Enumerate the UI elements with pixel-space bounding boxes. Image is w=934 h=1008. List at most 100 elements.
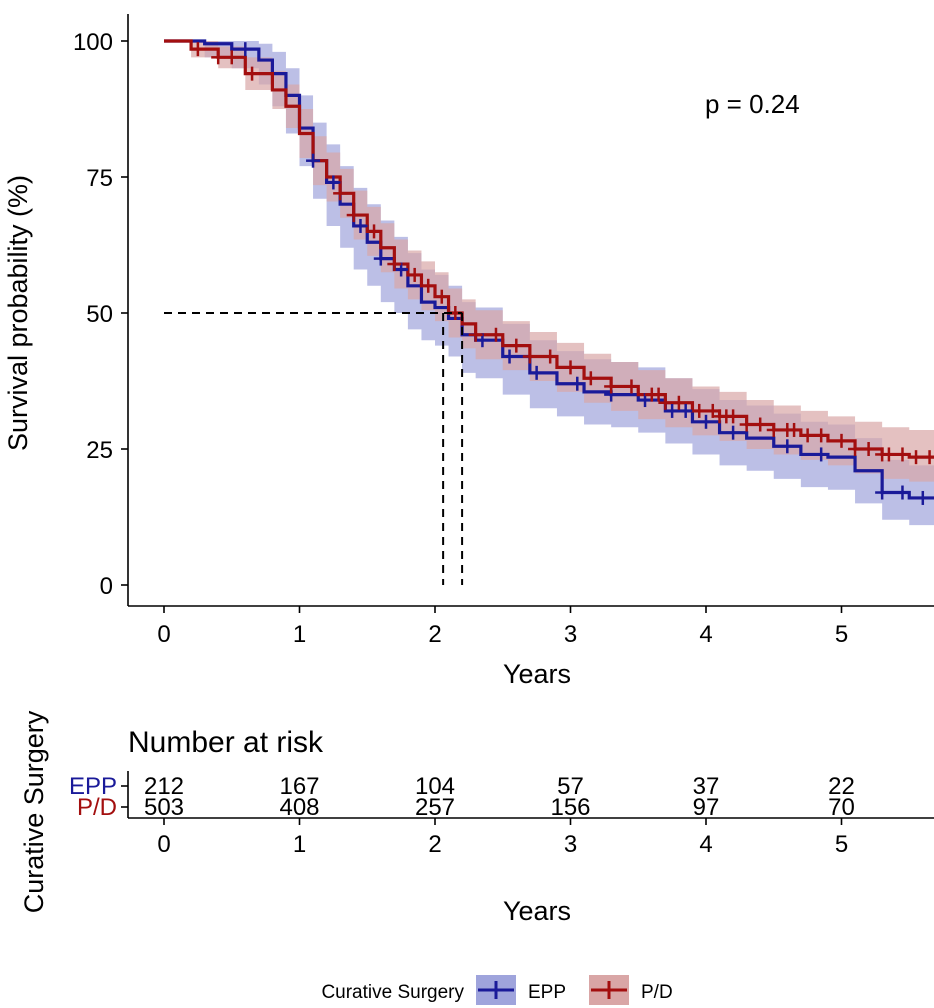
censor-mark-epp bbox=[502, 349, 517, 364]
risk-row-label-epp: EPP bbox=[69, 773, 117, 800]
legend-item-pd: P/D bbox=[589, 975, 673, 1005]
censor-mark-pd bbox=[895, 447, 910, 462]
censor-mark-epp bbox=[373, 251, 388, 266]
risk-count-pd: 503 bbox=[144, 794, 184, 821]
censor-mark-pd bbox=[346, 208, 361, 223]
censor-mark-pd bbox=[543, 349, 558, 364]
legend-label-epp: EPP bbox=[528, 982, 566, 1003]
censor-mark-epp bbox=[570, 376, 585, 391]
censor-mark-pd bbox=[929, 455, 934, 459]
censor-mark-epp bbox=[306, 153, 321, 168]
risk-x-tick-label: 0 bbox=[157, 831, 170, 858]
x-axis-title: Years bbox=[503, 659, 571, 689]
y-axis-title: Survival probability (%) bbox=[3, 175, 33, 451]
censor-mark-pd bbox=[421, 278, 436, 293]
censor-mark-pd bbox=[861, 442, 876, 456]
censor-mark-epp bbox=[875, 485, 890, 500]
censor-mark-pd bbox=[468, 327, 483, 342]
risk-x-tick-label: 3 bbox=[564, 831, 577, 858]
censor-marks bbox=[190, 42, 934, 505]
censor-mark-pd bbox=[563, 360, 578, 375]
censor-mark-pd bbox=[787, 422, 802, 437]
x-tick-label: 5 bbox=[835, 621, 848, 648]
risk-table-rows: EPP 212 167 104 57 37 22 P/D 503 408 257 156 97 70 bbox=[69, 773, 855, 821]
censor-mark-epp bbox=[665, 403, 680, 418]
censor-mark-epp bbox=[353, 218, 368, 233]
risk-table-y-title: Curative Surgery bbox=[19, 710, 49, 913]
censor-mark-pd bbox=[800, 428, 815, 443]
x-tick-label: 1 bbox=[293, 621, 306, 648]
risk-count-pd: 97 bbox=[693, 794, 720, 821]
risk-count-epp: 212 bbox=[144, 773, 184, 800]
censor-mark-pd bbox=[583, 371, 598, 386]
censor-mark-pd bbox=[434, 289, 449, 304]
km-axes: 0 25 50 75 100 0 1 2 3 4 5 bbox=[73, 14, 934, 648]
y-tick-label: 100 bbox=[73, 29, 113, 56]
y-tick-label: 0 bbox=[100, 573, 113, 600]
censor-mark-pd bbox=[739, 417, 754, 432]
censor-mark-epp bbox=[726, 425, 741, 440]
median-lines bbox=[164, 312, 464, 585]
risk-count-epp: 37 bbox=[693, 773, 720, 800]
censor-mark-pd bbox=[604, 379, 619, 394]
risk-x-tick-label: 5 bbox=[835, 831, 848, 858]
censor-mark-pd bbox=[692, 403, 707, 418]
censor-mark-pd bbox=[407, 267, 422, 282]
confidence-bands bbox=[164, 41, 934, 526]
censor-mark-epp bbox=[699, 414, 713, 429]
legend-label-pd: P/D bbox=[641, 982, 673, 1003]
y-tick-label: 75 bbox=[86, 165, 113, 192]
censor-mark-pd bbox=[224, 50, 239, 65]
censor-mark-pd bbox=[190, 42, 205, 57]
p-value-annotation: p = 0.24 bbox=[705, 89, 800, 119]
risk-count-epp: 22 bbox=[828, 773, 855, 800]
km-plot-panel: 0 25 50 75 100 0 1 2 3 4 5 Survival probability (… bbox=[3, 14, 934, 689]
risk-x-axis-title: Years bbox=[503, 896, 571, 926]
legend-title: Curative Surgery bbox=[321, 982, 464, 1003]
censor-mark-pd bbox=[766, 422, 781, 437]
risk-count-pd: 70 bbox=[828, 794, 855, 821]
y-tick-label: 50 bbox=[86, 301, 113, 328]
censor-mark-pd bbox=[387, 257, 402, 272]
risk-x-tick-label: 1 bbox=[293, 831, 306, 858]
censor-mark-pd bbox=[671, 395, 686, 410]
legend-item-epp: EPP bbox=[476, 975, 566, 1005]
censor-mark-pd bbox=[726, 409, 741, 424]
censor-mark-pd bbox=[522, 349, 537, 364]
ci-band-pd bbox=[164, 41, 934, 482]
censor-mark-pd bbox=[848, 442, 863, 456]
censor-mark-pd bbox=[624, 379, 639, 394]
censor-mark-pd bbox=[753, 417, 768, 432]
legend: Curative Surgery EPP P/D bbox=[321, 975, 673, 1005]
x-tick-label: 2 bbox=[428, 621, 441, 648]
censor-mark-pd bbox=[814, 428, 829, 443]
censor-mark-pd bbox=[245, 66, 260, 81]
y-tick-label: 25 bbox=[86, 437, 113, 464]
censor-mark-pd bbox=[211, 50, 226, 65]
risk-x-tick-label: 4 bbox=[699, 831, 712, 858]
censor-mark-epp bbox=[895, 485, 910, 500]
risk-count-epp: 104 bbox=[415, 773, 455, 800]
x-tick-label: 0 bbox=[157, 621, 170, 648]
censor-mark-epp bbox=[678, 403, 693, 418]
risk-row-label-pd: P/D bbox=[77, 794, 117, 821]
risk-x-tick-label: 2 bbox=[428, 831, 441, 858]
censor-mark-epp bbox=[326, 175, 341, 190]
risk-count-pd: 156 bbox=[550, 794, 590, 821]
censor-mark-epp bbox=[915, 490, 930, 505]
censor-mark-pd bbox=[834, 433, 849, 448]
censor-mark-pd bbox=[881, 447, 896, 462]
censor-mark-epp bbox=[238, 42, 253, 57]
censor-mark-pd bbox=[658, 395, 673, 410]
x-tick-label: 3 bbox=[564, 621, 577, 648]
censor-mark-pd bbox=[333, 186, 348, 201]
censor-mark-pd bbox=[367, 224, 382, 239]
x-tick-label: 4 bbox=[699, 621, 712, 648]
risk-count-pd: 257 bbox=[415, 794, 455, 821]
risk-count-pd: 408 bbox=[279, 794, 319, 821]
censor-mark-pd bbox=[909, 450, 924, 465]
risk-count-epp: 57 bbox=[557, 773, 584, 800]
risk-count-epp: 167 bbox=[279, 773, 319, 800]
censor-mark-pd bbox=[488, 327, 503, 342]
